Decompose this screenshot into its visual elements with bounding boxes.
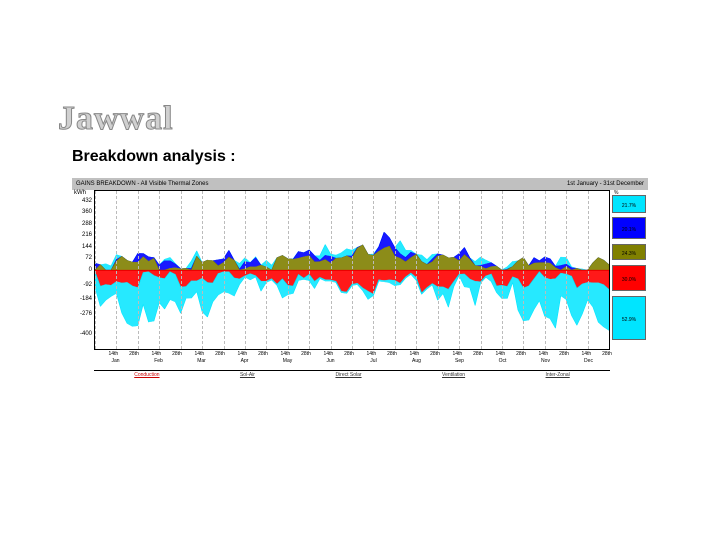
x-tick-28th: 28th [301, 351, 311, 357]
chart-header-right: 1st January - 31st December [567, 181, 644, 187]
x-legend-item: Conduction [134, 372, 159, 378]
grid-line-v [373, 191, 374, 349]
x-tick-28th: 28th [215, 351, 225, 357]
y-tick: -184 [80, 296, 92, 302]
grid-line-v [481, 191, 482, 349]
x-tick-14th: 14th [194, 351, 204, 357]
x-tick-month: Oct [499, 358, 507, 364]
grid-line-v [138, 191, 139, 349]
legend-swatch: 24.3% [612, 244, 646, 260]
x-tick-28th: 28th [344, 351, 354, 357]
y-tick: 432 [82, 198, 92, 204]
x-legend-item: Sol-Air [240, 372, 255, 378]
x-tick-14th: 14th [581, 351, 591, 357]
x-tick-14th: 14th [452, 351, 462, 357]
gains-breakdown-chart: GAINS BREAKDOWN - All Visible Thermal Zo… [72, 178, 648, 370]
x-tick-14th: 14th [495, 351, 505, 357]
x-tick-14th: 14th [366, 351, 376, 357]
grid-line-v [181, 191, 182, 349]
y-axis-left: kWh -400 -276 -184 -92 0 72 144 216 288 360 432 [72, 190, 94, 350]
grid-line-v [245, 191, 246, 349]
y-tick: -400 [80, 331, 92, 337]
x-tick-14th: 14th [280, 351, 290, 357]
page-title: Jawwal [58, 100, 174, 138]
x-tick-month: May [283, 358, 292, 364]
x-tick-14th: 14th [323, 351, 333, 357]
grid-line-v [309, 191, 310, 349]
x-tick-14th: 14th [538, 351, 548, 357]
grid-line-v [288, 191, 289, 349]
x-tick-28th: 28th [473, 351, 483, 357]
x-tick-28th: 28th [172, 351, 182, 357]
grid-line-v [588, 191, 589, 349]
x-tick-28th: 28th [387, 351, 397, 357]
legend-swatch: 20.1% [612, 217, 646, 239]
x-tick-month: Sep [455, 358, 464, 364]
grid-line-v [202, 191, 203, 349]
grid-line-v [224, 191, 225, 349]
y-tick: 144 [82, 244, 92, 250]
x-tick-month: Feb [154, 358, 163, 364]
x-tick-14th: 14th [151, 351, 161, 357]
grid-line-v [416, 191, 417, 349]
grid-line-v [459, 191, 460, 349]
grid-line-v [545, 191, 546, 349]
x-tick-28th: 28th [602, 351, 612, 357]
x-legend-item: Ventilation [442, 372, 465, 378]
x-tick-month: Dec [584, 358, 593, 364]
x-tick-28th: 28th [129, 351, 139, 357]
x-tick-28th: 28th [258, 351, 268, 357]
legend-swatch: 52.9% [612, 296, 646, 340]
x-tick-28th: 28th [430, 351, 440, 357]
y-tick: 72 [85, 255, 92, 261]
x-tick-month: Jan [111, 358, 119, 364]
x-legend-item: Direct Solar [335, 372, 361, 378]
x-tick-month: Jun [326, 358, 334, 364]
chart-header: GAINS BREAKDOWN - All Visible Thermal Zo… [72, 178, 648, 190]
legend-swatch: 21.7% [612, 195, 646, 213]
y-unit-left: kWh [74, 190, 86, 196]
subtitle: Breakdown analysis : [72, 148, 236, 166]
grid-line-v [395, 191, 396, 349]
chart-header-left: GAINS BREAKDOWN - All Visible Thermal Zo… [76, 181, 208, 187]
x-tick-14th: 14th [237, 351, 247, 357]
grid-line-v [523, 191, 524, 349]
grid-line-v [116, 191, 117, 349]
y-tick: -276 [80, 311, 92, 317]
x-tick-month: Jul [370, 358, 376, 364]
y-tick: -92 [83, 282, 92, 288]
x-tick-28th: 28th [516, 351, 526, 357]
x-tick-28th: 28th [559, 351, 569, 357]
grid-line-v [438, 191, 439, 349]
legend-swatch: 30.0% [612, 265, 646, 291]
grid-line-v [566, 191, 567, 349]
x-legend-bottom: Conduction Sol-Air Direct Solar Ventilation… [94, 370, 610, 378]
x-tick-month: Aug [412, 358, 421, 364]
y-tick: 360 [82, 209, 92, 215]
plot-area [94, 190, 610, 350]
legend-right: % 21.7%20.1%24.3%30.0%52.9% [610, 190, 648, 350]
y-tick: 288 [82, 221, 92, 227]
x-legend-item: Inter-Zonal [546, 372, 570, 378]
grid-line-v [95, 191, 96, 349]
y-tick: 0 [89, 267, 92, 273]
grid-line-v [502, 191, 503, 349]
x-tick-14th: 14th [108, 351, 118, 357]
x-tick-month: Apr [241, 358, 249, 364]
grid-line-v [352, 191, 353, 349]
grid-line-v [159, 191, 160, 349]
x-tick-14th: 14th [409, 351, 419, 357]
x-tick-month: Mar [197, 358, 206, 364]
x-tick-month: Nov [541, 358, 550, 364]
grid-line-v [266, 191, 267, 349]
y-tick: 216 [82, 232, 92, 238]
grid-line-v [331, 191, 332, 349]
x-axis: Jan14th28thFeb14th28thMar14th28thApr14th… [94, 350, 610, 370]
